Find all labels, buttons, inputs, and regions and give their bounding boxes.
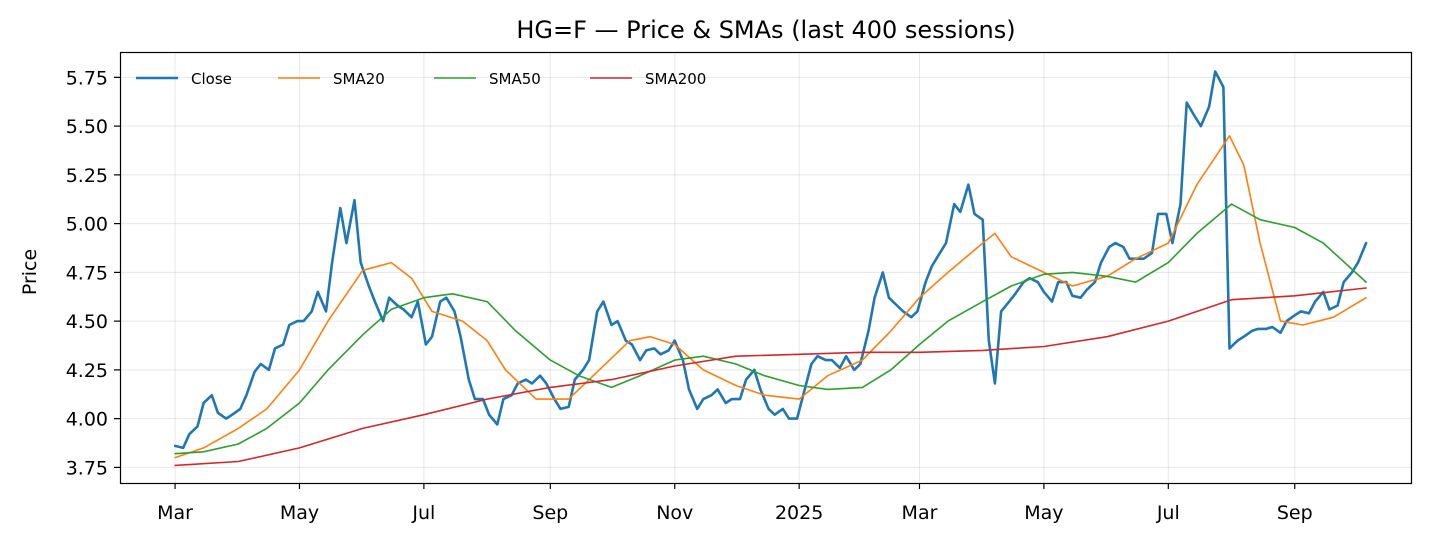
legend-label: SMA50: [489, 70, 541, 88]
axis-ticks: 3.75 4.00 4.25 4.50 4.75 5.00 5.25 5.50 5.75 Mar M…: [66, 67, 1313, 524]
series-layer: [173, 70, 1368, 467]
legend-label: Close: [191, 70, 232, 88]
chart-title: HG=F — Price & SMAs (last 400 sessions): [516, 16, 1015, 44]
series-line-close: [173, 70, 1368, 450]
x-tick-label: 2025: [775, 502, 823, 524]
y-tick-label: 5.75: [66, 67, 108, 89]
y-axis-label: Price: [19, 249, 41, 295]
x-tick-label: Mar: [157, 502, 193, 524]
x-tick-label: Jul: [411, 502, 435, 524]
x-tick-label: Jul: [1156, 502, 1180, 524]
x-tick-label: Nov: [656, 502, 693, 524]
series-line-sma20: [174, 135, 1367, 459]
legend-label: SMA200: [645, 70, 706, 88]
y-tick-label: 5.25: [66, 165, 108, 187]
y-tick-label: 4.75: [66, 262, 108, 284]
x-tick-label: May: [1024, 502, 1063, 524]
y-tick-label: 5.00: [66, 214, 108, 236]
x-tick-label: May: [280, 502, 319, 524]
series-line-sma50: [174, 203, 1367, 455]
legend-label: SMA20: [333, 70, 385, 88]
y-tick-label: 4.00: [66, 409, 108, 431]
x-tick-label: Sep: [532, 502, 568, 524]
y-tick-label: 4.50: [66, 311, 108, 333]
x-tick-label: Mar: [902, 502, 938, 524]
series-line-sma200: [174, 287, 1367, 467]
x-tick-label: Sep: [1277, 502, 1313, 524]
y-tick-label: 4.25: [66, 360, 108, 382]
grid: [120, 52, 1411, 483]
y-tick-label: 5.50: [66, 116, 108, 138]
legend: Close SMA20 SMA50 SMA200: [136, 70, 706, 88]
plot-frame: [119, 51, 1413, 485]
y-tick-label: 3.75: [66, 457, 108, 479]
